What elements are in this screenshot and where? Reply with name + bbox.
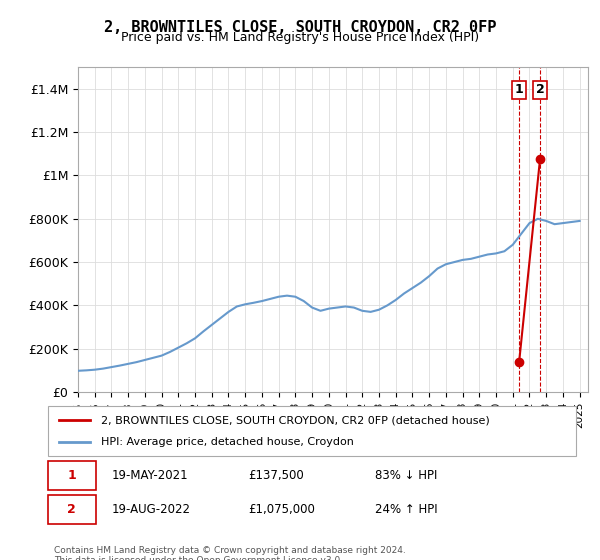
Text: Price paid vs. HM Land Registry's House Price Index (HPI): Price paid vs. HM Land Registry's House … <box>121 31 479 44</box>
Text: 2: 2 <box>536 83 544 96</box>
Text: 2: 2 <box>67 503 76 516</box>
Text: 24% ↑ HPI: 24% ↑ HPI <box>376 503 438 516</box>
Text: Contains HM Land Registry data © Crown copyright and database right 2024.
This d: Contains HM Land Registry data © Crown c… <box>54 546 406 560</box>
Text: 2, BROWNTILES CLOSE, SOUTH CROYDON, CR2 0FP: 2, BROWNTILES CLOSE, SOUTH CROYDON, CR2 … <box>104 20 496 35</box>
Text: £137,500: £137,500 <box>248 469 304 482</box>
Text: 1: 1 <box>67 469 76 482</box>
Text: 19-AUG-2022: 19-AUG-2022 <box>112 503 190 516</box>
Text: 2, BROWNTILES CLOSE, SOUTH CROYDON, CR2 0FP (detached house): 2, BROWNTILES CLOSE, SOUTH CROYDON, CR2 … <box>101 415 490 425</box>
Text: 83% ↓ HPI: 83% ↓ HPI <box>376 469 438 482</box>
Text: 19-MAY-2021: 19-MAY-2021 <box>112 469 188 482</box>
FancyBboxPatch shape <box>48 495 95 524</box>
Text: 1: 1 <box>515 83 523 96</box>
Text: HPI: Average price, detached house, Croydon: HPI: Average price, detached house, Croy… <box>101 437 353 447</box>
Text: £1,075,000: £1,075,000 <box>248 503 316 516</box>
FancyBboxPatch shape <box>48 461 95 490</box>
FancyBboxPatch shape <box>48 406 576 456</box>
